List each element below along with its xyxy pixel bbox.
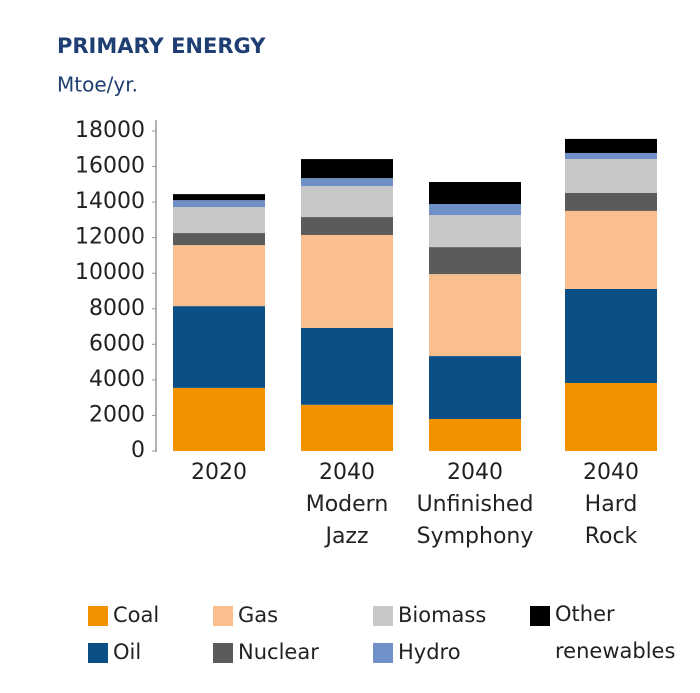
legend-swatch [373, 643, 393, 663]
x-tick-label: 2040 [319, 460, 375, 485]
bar-segment [173, 233, 265, 246]
legend-swatch [88, 643, 108, 663]
y-tick-label: 10000 [75, 260, 145, 285]
bar-segment [173, 194, 265, 201]
x-tick-label: 2040 [583, 460, 639, 485]
bar-segment [429, 274, 521, 357]
legend-swatch [530, 606, 550, 626]
x-tick-label: 2020 [191, 460, 247, 485]
bar-segment [429, 419, 521, 451]
legend-label: Other renewables [555, 602, 676, 663]
x-tick-label: Rock [585, 524, 638, 549]
bar-segment [173, 387, 265, 451]
legend-label: Nuclear [238, 640, 319, 664]
y-tick-label: 18000 [75, 118, 145, 143]
legend-item: Hydro [373, 640, 461, 664]
y-tick-label: 8000 [89, 296, 145, 321]
y-tick-label: 12000 [75, 225, 145, 250]
bar-segment [429, 356, 521, 419]
bar-segment [565, 383, 657, 451]
legend-item: Gas [213, 603, 278, 627]
legend-item: Nuclear [213, 640, 319, 664]
bar-segment [565, 138, 657, 153]
legend-item: Oil [88, 640, 141, 664]
legend-item: Coal [88, 603, 159, 627]
legend-item: Biomass [373, 603, 486, 627]
bar-segment [565, 210, 657, 289]
x-tick-label: Modern [306, 492, 389, 517]
bar-segment [565, 159, 657, 193]
bar-segment [429, 204, 521, 216]
bar-segment [301, 178, 393, 187]
legend-label: Gas [238, 603, 279, 627]
legend-label: Hydro [398, 640, 461, 664]
x-tick-label: Hard [585, 492, 638, 517]
bar-segment [565, 152, 657, 159]
y-axis-label: Mtoe/yr. [57, 73, 138, 97]
y-tick-label: 0 [131, 438, 145, 463]
bar-segment [429, 247, 521, 275]
bar-segment [301, 327, 393, 405]
x-tick-label: 2040 [447, 460, 503, 485]
y-tick-label: 16000 [75, 154, 145, 179]
y-tick-label: 6000 [89, 331, 145, 356]
x-tick-label: Unfinished [417, 492, 534, 517]
legend-swatch [88, 606, 108, 626]
bar-segment [301, 217, 393, 235]
y-tick-label: 4000 [89, 367, 145, 392]
bar-segment [429, 215, 521, 248]
bar-segment [301, 235, 393, 328]
y-tick-label: 14000 [75, 189, 145, 214]
bar-segment [301, 159, 393, 179]
chart: PRIMARY ENERGY Mtoe/yr. 0 2000 4000 6000 800… [57, 34, 657, 549]
legend-label: Oil [113, 640, 142, 664]
legend-swatch [373, 606, 393, 626]
legend-label: Coal [113, 603, 160, 627]
y-tick-label: 2000 [89, 402, 145, 427]
legend-swatch [213, 643, 233, 663]
bar-segment [173, 306, 265, 388]
bar-segment [173, 207, 265, 234]
bar-segment [429, 182, 521, 205]
chart-title: PRIMARY ENERGY [57, 34, 266, 58]
bar-segment [301, 404, 393, 451]
x-tick-label: Jazz [323, 524, 368, 549]
legend-label: Biomass [398, 603, 487, 627]
x-tick-label: Symphony [417, 524, 534, 549]
bar-segment [173, 200, 265, 208]
bar-segment [565, 288, 657, 383]
bar-segment [301, 186, 393, 218]
bar-segment [565, 192, 657, 211]
legend-item: Other renewables [530, 596, 680, 670]
legend-swatch [213, 606, 233, 626]
bar-segment [173, 245, 265, 307]
